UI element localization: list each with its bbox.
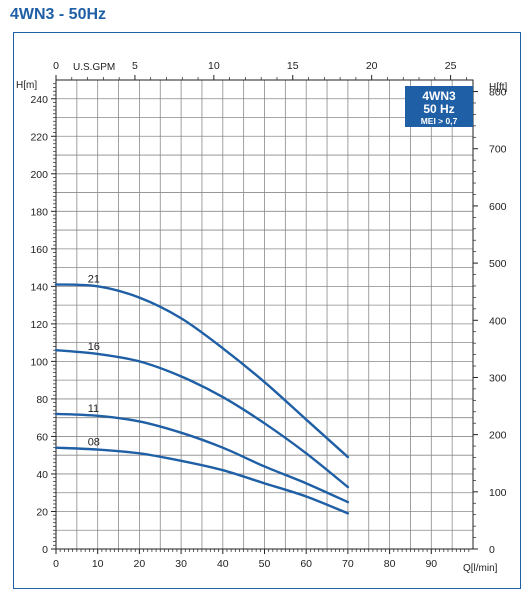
- curve-16: [54, 348, 350, 489]
- y2-tick-label: 300: [489, 372, 507, 384]
- badge-line2: 50 Hz: [423, 102, 454, 116]
- y-tick-label: 0: [42, 544, 48, 556]
- y-tick-label: 180: [30, 206, 48, 218]
- y-tick-label: 200: [30, 169, 48, 181]
- y-axis-label: H[m]: [16, 80, 37, 91]
- x-tick-label: 40: [217, 558, 229, 570]
- x-tick-label: 0: [53, 558, 59, 570]
- y2-tick-label: 400: [489, 315, 507, 327]
- curve-08: [54, 446, 350, 515]
- y2-tick-label: 500: [489, 258, 507, 270]
- x2-axis-label: U.S.GPM: [73, 62, 115, 73]
- axis-ticks: [51, 75, 478, 554]
- x-tick-label: 80: [384, 558, 396, 570]
- y-tick-label: 220: [30, 131, 48, 143]
- model-badge: 4WN3 50 Hz MEI > 0,7: [405, 86, 473, 127]
- y-tick-label: 60: [36, 431, 48, 443]
- x-tick-label: 20: [134, 558, 146, 570]
- y-tick-label: 20: [36, 506, 48, 518]
- chart-frame: [13, 32, 521, 589]
- y2-tick-label: 100: [489, 487, 507, 499]
- curve-label-08: 08: [88, 437, 100, 449]
- x-tick-label: 50: [259, 558, 271, 570]
- y2-tick-label: 800: [489, 87, 507, 99]
- curve-21: [54, 283, 350, 459]
- curve-11: [54, 412, 350, 504]
- y2-tick-label: 0: [489, 544, 495, 556]
- x2-tick-label: 0: [53, 60, 59, 72]
- badge-line3: MEI > 0,7: [421, 116, 458, 126]
- y2-tick-label: 700: [489, 144, 507, 156]
- x-axis-label: Q[l/min]: [463, 563, 498, 574]
- y-tick-label: 140: [30, 281, 48, 293]
- x2-tick-label: 20: [366, 60, 378, 72]
- x2-tick-label: 15: [287, 60, 299, 72]
- y-tick-label: 40: [36, 469, 48, 481]
- y2-axis-label: H[ft]: [489, 82, 508, 93]
- curve-label-11: 11: [88, 403, 99, 415]
- y-tick-label: 100: [30, 356, 48, 368]
- x-tick-label: 10: [92, 558, 104, 570]
- chart-title: 4WN3 - 50Hz: [10, 6, 107, 23]
- x-tick-label: 70: [342, 558, 354, 570]
- y-tick-label: 160: [30, 244, 48, 256]
- x-tick-label: 60: [300, 558, 312, 570]
- y-tick-label: 120: [30, 319, 48, 331]
- axis-labels: 0 10 20 30 40 50 60 70 80 90020406080100120140160…: [30, 60, 506, 570]
- x2-tick-label: 25: [445, 60, 457, 72]
- curve-label-16: 16: [88, 341, 100, 353]
- x2-tick-label: 5: [132, 60, 138, 72]
- y-tick-label: 240: [30, 94, 48, 106]
- badge-line1: 4WN3: [422, 89, 456, 103]
- curve-label-21: 21: [88, 273, 100, 285]
- curves: 21 16 11 08: [54, 273, 350, 515]
- y2-tick-label: 200: [489, 430, 507, 442]
- x-tick-label: 30: [175, 558, 187, 570]
- y2-tick-label: 600: [489, 201, 507, 213]
- x-tick-label: 90: [425, 558, 437, 570]
- grid: [56, 80, 473, 549]
- x2-tick-label: 10: [208, 60, 220, 72]
- badge-box: [405, 86, 473, 127]
- y-tick-label: 80: [36, 394, 48, 406]
